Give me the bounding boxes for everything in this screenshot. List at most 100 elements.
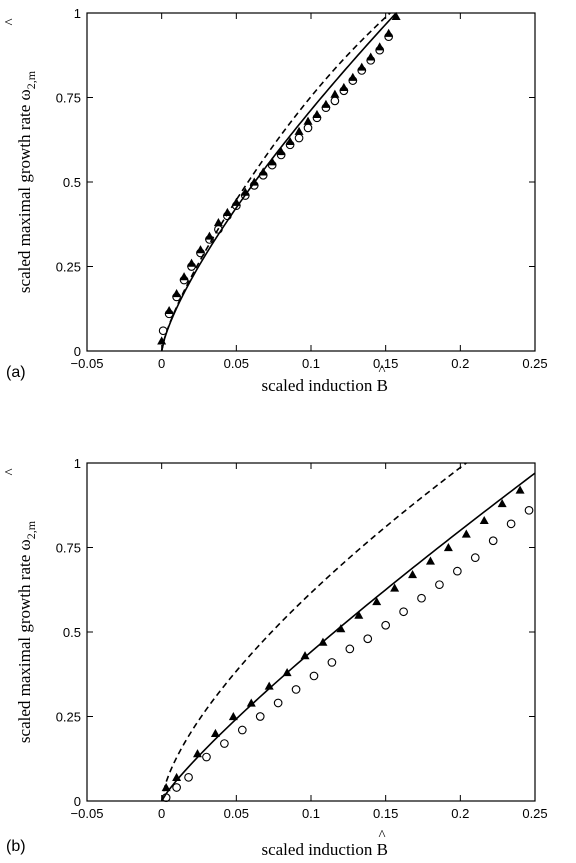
panel-label-b: (b) <box>6 838 26 855</box>
circle-marker <box>524 505 534 515</box>
circle-marker <box>399 607 408 617</box>
dashed-line <box>160 13 391 351</box>
triangle-marker <box>300 651 310 660</box>
circle-marker <box>237 725 247 735</box>
plot-frame <box>86 462 536 802</box>
x-tick-label: 0.25 <box>522 356 547 371</box>
triangle-marker <box>282 668 292 677</box>
dashed-line <box>160 463 467 801</box>
triangle-marker <box>330 89 340 98</box>
circle-marker <box>202 752 211 762</box>
x-tick-label: 0.15 <box>373 806 398 821</box>
triangle-marker <box>228 712 238 721</box>
circle-marker <box>276 150 286 160</box>
y-tick-label: 0.5 <box>63 175 81 190</box>
triangle-marker <box>210 728 220 737</box>
triangle-marker <box>354 610 364 619</box>
circle-marker <box>384 32 394 42</box>
y-axis-label-hat: ^ <box>3 468 19 475</box>
triangle-marker <box>318 637 328 646</box>
circle-marker <box>184 772 193 782</box>
x-axis-label: scaled induction B <box>261 376 388 395</box>
y-tick-label: 0.5 <box>63 625 81 640</box>
circle-marker <box>506 519 516 529</box>
x-tick-label: 0.1 <box>302 356 320 371</box>
series-markers <box>157 11 401 345</box>
circle-marker <box>348 76 358 85</box>
circle-marker <box>381 620 391 630</box>
x-tick-label: 0.15 <box>373 356 398 371</box>
circle-marker <box>309 671 319 681</box>
triangle-marker <box>497 499 507 508</box>
circle-marker <box>330 96 340 106</box>
circle-marker <box>375 45 385 55</box>
circle-marker <box>357 66 367 75</box>
y-tick-label: 0.75 <box>56 91 81 106</box>
triangle-marker <box>461 529 471 538</box>
series-lines <box>160 463 535 801</box>
circle-marker <box>285 140 295 150</box>
triangle-marker <box>390 583 400 592</box>
solid-line <box>160 472 535 801</box>
plot-frame <box>86 12 536 352</box>
circle-marker <box>488 536 498 546</box>
circle-marker <box>363 634 373 644</box>
y-axis-label-text: scaled maximal growth rate ω <box>15 539 34 743</box>
circle-marker <box>187 262 196 271</box>
circle-marker <box>161 793 171 802</box>
x-tick-label: 0.05 <box>224 806 249 821</box>
circle-marker <box>312 113 322 123</box>
y-tick-label: 0.25 <box>56 710 81 725</box>
x-axis-label: scaled induction B <box>261 840 388 859</box>
y-axis-label-subscript: 2,m <box>24 520 38 539</box>
y-axis-label: scaled maximal growth rate ω2,m ^ <box>3 468 38 743</box>
y-axis-label-subscript: 2,m <box>24 70 38 89</box>
circle-marker <box>366 55 376 65</box>
circle-marker <box>452 566 462 576</box>
x-tick-label: 0.05 <box>224 356 249 371</box>
circle-marker <box>231 201 241 211</box>
circle-marker <box>345 644 355 654</box>
circle-marker <box>294 133 304 143</box>
x-tick-label: 0.2 <box>451 356 469 371</box>
circle-marker <box>258 170 268 180</box>
circle-marker <box>435 580 444 590</box>
circle-marker <box>220 739 229 748</box>
circle-marker <box>240 191 250 200</box>
y-axis-label-hat: ^ <box>3 18 19 25</box>
triangle-marker <box>425 556 435 565</box>
y-tick-label: 1 <box>74 456 81 471</box>
x-tick-label: 0 <box>158 806 165 821</box>
circle-marker <box>164 309 174 319</box>
chart-panel-b: −0.05 0 0.05 0.1 0.15 0.2 0.25 00.250.50.751 s… <box>3 456 548 859</box>
circle-marker <box>273 698 283 708</box>
y-tick-label: 0 <box>74 344 81 359</box>
circle-marker <box>327 658 337 667</box>
triangle-marker <box>172 772 182 781</box>
svg-text:scaled maximal growth rate ω2,: scaled maximal growth rate ω2,m <box>15 70 38 293</box>
circle-marker <box>291 685 301 694</box>
x-tick-label: 0 <box>158 356 165 371</box>
circle-marker <box>158 326 168 336</box>
y-tick-labels: 0 0.25 0.5 0.75 1 <box>56 6 81 359</box>
triangle-marker <box>161 782 171 792</box>
circle-marker <box>303 123 313 133</box>
panel-label-a: (a) <box>6 364 26 381</box>
series-markers <box>161 485 534 802</box>
triangle-marker <box>213 218 223 227</box>
tick-marks <box>86 12 536 352</box>
x-tick-labels: −0.05 0 0.05 0.1 0.15 0.2 0.25 <box>71 806 548 821</box>
x-tick-label: 0.2 <box>451 806 469 821</box>
circle-marker <box>196 248 205 258</box>
circle-marker <box>179 275 189 285</box>
triangle-marker <box>479 515 489 525</box>
y-tick-label: 0 <box>74 794 81 809</box>
circle-marker <box>223 211 232 221</box>
triangle-marker <box>443 543 453 552</box>
triangle-marker <box>391 11 401 20</box>
y-axis-label-text: scaled maximal growth rate ω <box>15 89 34 293</box>
circle-marker <box>172 783 181 792</box>
x-tick-label: 0.1 <box>302 806 320 821</box>
solid-line <box>160 13 397 351</box>
